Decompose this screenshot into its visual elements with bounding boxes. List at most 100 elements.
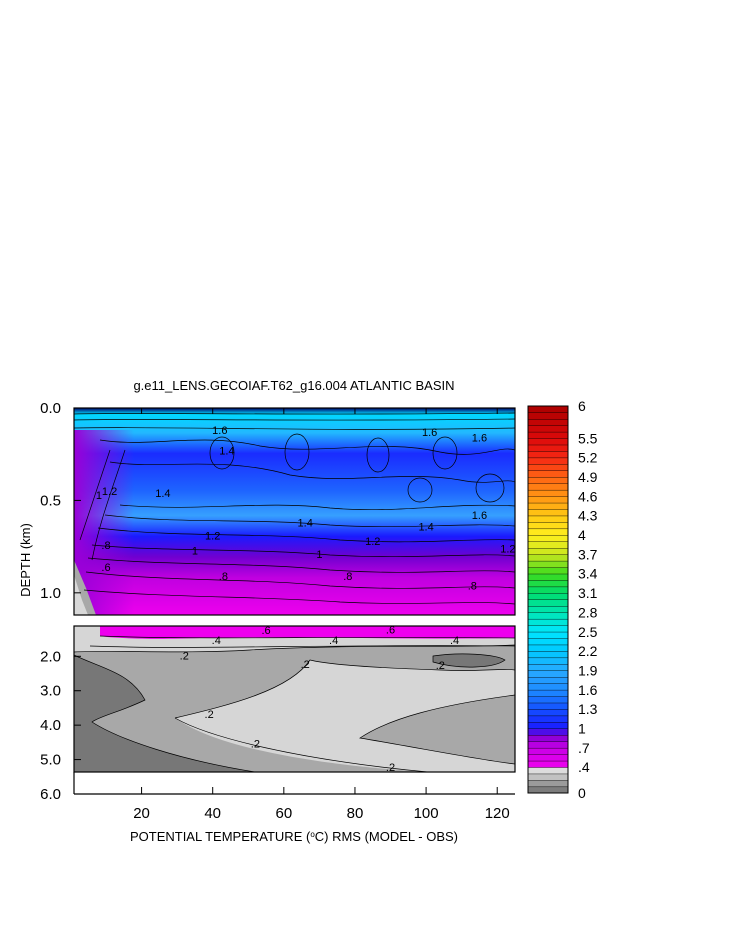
colorbar-band xyxy=(527,663,569,671)
contour-label: 1.2 xyxy=(102,486,117,498)
colorbar-tick-label: .4 xyxy=(578,759,590,775)
colorbar-band xyxy=(527,605,569,613)
contour-eddy xyxy=(407,477,433,503)
contour-label: 1.2 xyxy=(205,531,220,543)
upper-panel-field xyxy=(74,408,515,615)
colorbar-band xyxy=(527,638,569,646)
colorbar-tick-label: 4.3 xyxy=(578,508,598,524)
contour-line xyxy=(74,412,515,415)
colorbar-band xyxy=(527,650,569,659)
contour-line xyxy=(99,635,515,639)
contour-label: .8 xyxy=(219,571,228,583)
contour-label: .8 xyxy=(343,571,352,583)
colorbar-band xyxy=(527,741,569,749)
colorbar-band xyxy=(527,579,569,588)
contour-label: 1.6 xyxy=(472,433,487,445)
colorbar-band xyxy=(527,644,569,652)
contour-eddy xyxy=(209,436,235,470)
contour-label: .6 xyxy=(101,562,110,574)
colorbar-band xyxy=(527,696,569,704)
contour-label: .2 xyxy=(301,659,310,671)
contour-eddy xyxy=(284,433,310,471)
colorbar-band xyxy=(527,496,569,504)
contour-label: 1.2 xyxy=(365,536,380,548)
colorbar-tick-label: 0 xyxy=(578,785,586,801)
colorbar-band xyxy=(527,425,569,433)
colorbar-band xyxy=(527,560,569,568)
contour-line xyxy=(74,654,256,772)
colorbar-band xyxy=(527,786,569,794)
colorbar-tick-label: 4 xyxy=(578,527,586,543)
colorbar-band xyxy=(527,676,569,684)
colorbar-tick-label: 5.2 xyxy=(578,450,598,466)
colorbar-tick-label: 1 xyxy=(578,721,586,737)
contour-line xyxy=(79,449,111,541)
x-tick-label: 20 xyxy=(133,805,150,822)
colorbar-band xyxy=(527,541,569,549)
lower-panel-frame xyxy=(73,625,516,773)
contour-label: .8 xyxy=(468,580,477,592)
x-axis-label-pre: POTENTIAL TEMPERATURE ( xyxy=(130,829,311,844)
upper-panel-frame xyxy=(73,407,516,616)
contour-label: 1.4 xyxy=(155,488,170,500)
colorbar-band xyxy=(527,779,569,788)
contour-label: .6 xyxy=(386,624,395,636)
upper-panel xyxy=(74,408,515,615)
y-tick-label-lower: 2.0 xyxy=(40,648,61,665)
contour-line xyxy=(119,504,515,511)
contour-line xyxy=(87,557,515,573)
contour-label: .8 xyxy=(101,540,110,552)
colorbar xyxy=(527,405,569,794)
y-tick-label-lower: 4.0 xyxy=(40,717,61,734)
contour-line xyxy=(174,659,515,719)
colorbar-tick-label: 2.2 xyxy=(578,643,598,659)
contour-label: 1 xyxy=(192,545,198,557)
colorbar-band xyxy=(527,483,569,491)
contour-label: .2 xyxy=(180,651,189,663)
colorbar-tick-label: 5.5 xyxy=(578,430,598,446)
y-axis-upper: 0.0 0.5 1.0 xyxy=(40,400,81,602)
x-axis-label: POTENTIAL TEMPERATURE (oC) RMS (MODEL - … xyxy=(130,829,458,844)
contour-line xyxy=(174,717,429,772)
colorbar-band xyxy=(527,728,569,736)
y-tick-label-upper: 1.0 xyxy=(40,585,61,602)
colorbar-band xyxy=(527,405,569,413)
chart-title: g.e11_LENS.GECOIAF.T62_g16.004 ATLANTIC … xyxy=(133,378,454,393)
contour-line xyxy=(74,418,515,421)
contour-line xyxy=(109,461,515,483)
colorbar-band xyxy=(527,599,569,607)
colorbar-tick-label: 1.9 xyxy=(578,662,598,678)
contour-label: 1 xyxy=(316,549,322,561)
contour-line xyxy=(74,644,515,653)
colorbar-band xyxy=(527,515,569,523)
colorbar-band xyxy=(527,708,569,717)
contour-label: 1.4 xyxy=(219,446,234,458)
x-tick-label: 100 xyxy=(414,805,439,822)
x-axis: 20 40 60 80 100 120 xyxy=(133,408,510,822)
colorbar-band xyxy=(527,534,569,542)
y-tick-label-upper: 0.0 xyxy=(40,400,61,417)
colorbar-band xyxy=(527,721,569,729)
colorbar-band xyxy=(527,612,569,620)
colorbar-band xyxy=(527,489,569,497)
colorbar-band xyxy=(527,689,569,697)
colorbar-band xyxy=(527,476,569,484)
contour-line xyxy=(74,427,515,430)
x-tick-label: 60 xyxy=(275,805,292,822)
contour-label: 1.6 xyxy=(422,427,437,439)
upper-panel-contours xyxy=(74,412,515,605)
colorbar-tick-label: 3.4 xyxy=(578,566,598,582)
contour-label: .2 xyxy=(386,762,395,774)
colorbar-band xyxy=(527,470,569,478)
colorbar-band xyxy=(527,450,569,459)
colorbar-band xyxy=(527,702,569,710)
colorbar-band xyxy=(527,747,569,755)
contour-label: .2 xyxy=(205,709,214,721)
colorbar-tick-label: 3.1 xyxy=(578,585,598,601)
y-axis-lower: 2.0 3.0 4.0 5.0 6.0 xyxy=(40,648,81,803)
contour-line xyxy=(83,589,515,605)
colorbar-band xyxy=(527,528,569,536)
lower-panel-contours xyxy=(74,635,515,772)
contour-labels: 1.41.6 1.6 1.61.2 1.411.4 1.41.61.2 1.21.21 1.… xyxy=(96,425,516,774)
